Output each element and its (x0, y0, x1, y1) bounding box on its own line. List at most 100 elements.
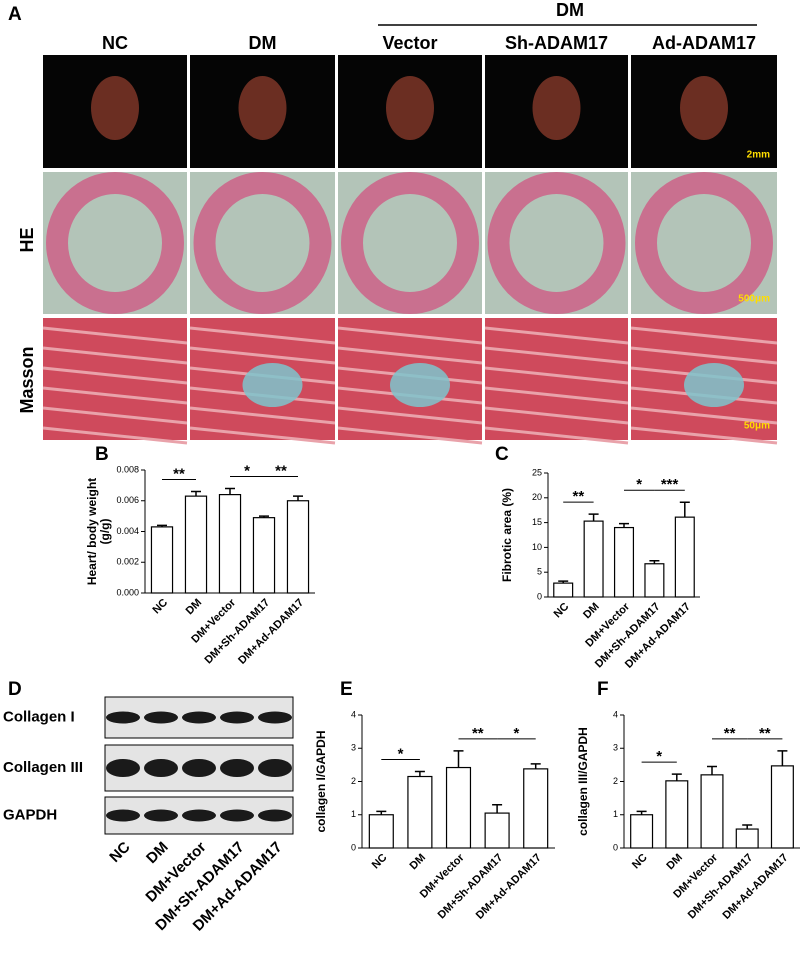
y-tick-label: 4 (613, 709, 618, 719)
y-tick-label: 2 (613, 776, 618, 786)
error-bar (742, 824, 753, 830)
bar (553, 582, 574, 598)
fiber (484, 406, 629, 425)
fiber (484, 386, 629, 405)
bar (674, 516, 695, 598)
bar (735, 828, 759, 849)
scale-bar-label: 500μm (738, 294, 770, 305)
fiber (337, 326, 483, 345)
fiber (630, 326, 778, 345)
bar (484, 812, 510, 849)
fiber (42, 366, 188, 385)
y-tick-label: 3 (351, 743, 356, 753)
panel-label: D (8, 679, 22, 700)
fiber (189, 406, 336, 425)
x-tick-label: DM+Sh-ADAM17 (436, 852, 506, 922)
fiber (189, 346, 336, 365)
fiber (630, 426, 778, 445)
scale-bar-label: 50μm (744, 421, 770, 432)
band (144, 759, 178, 777)
error-bar (414, 770, 425, 777)
panel-label: E (340, 679, 353, 700)
fiber (42, 386, 188, 405)
y-axis-label: (g/g) (98, 519, 112, 545)
bar (770, 765, 794, 849)
error-bar (225, 487, 235, 495)
fiber (630, 406, 778, 425)
group-header: DM (556, 0, 584, 20)
error-bar (453, 750, 464, 768)
fiber (189, 426, 336, 445)
bar (150, 526, 174, 594)
y-tick-label: 10 (532, 542, 542, 552)
fiber (630, 346, 778, 365)
x-tick-label: DM (664, 852, 685, 873)
bar (583, 520, 604, 598)
band (220, 759, 254, 777)
fiber (189, 326, 336, 345)
panel-label: C (495, 444, 509, 465)
error-bar (671, 773, 682, 781)
y-tick-label: 2 (351, 776, 356, 786)
y-axis-label: Heart/ body weight (85, 478, 99, 585)
lane-label: DM (143, 839, 172, 868)
fiber (484, 366, 629, 385)
significance-label: ** (472, 725, 484, 742)
bar (445, 766, 472, 849)
fiber (42, 426, 188, 445)
column-header: NC (102, 33, 128, 53)
x-tick-label: DM (184, 597, 205, 618)
fiber (337, 426, 483, 445)
y-tick-label: 0.004 (116, 526, 139, 536)
x-tick-label: NC (630, 852, 650, 872)
bar (613, 526, 635, 598)
bar (286, 500, 310, 594)
scale-bar-label: 2mm (747, 150, 770, 161)
y-tick-label: 0.006 (116, 495, 139, 505)
y-tick-label: 3 (613, 743, 618, 753)
band (258, 759, 292, 777)
fiber (484, 426, 629, 445)
x-tick-label: NC (370, 852, 390, 872)
y-tick-label: 0 (537, 591, 542, 601)
error-bar (191, 490, 201, 497)
error-bar (636, 810, 647, 815)
heart (386, 76, 434, 140)
bar (368, 814, 394, 849)
bar (644, 563, 665, 598)
he-ring (193, 172, 332, 314)
lane-label: NC (106, 839, 133, 866)
y-tick-label: 20 (532, 492, 542, 502)
error-bar (157, 524, 167, 527)
error-bar (259, 515, 269, 518)
column-header: DM (249, 33, 277, 53)
bar (252, 517, 276, 594)
row-label: Masson (17, 346, 37, 413)
x-tick-label: NC (150, 597, 170, 617)
significance-label: * (513, 725, 519, 742)
significance-label: * (398, 745, 404, 762)
error-bar (492, 804, 503, 814)
he-ring (635, 172, 773, 314)
band-label: Collagen III (3, 759, 83, 776)
x-tick-label: DM+Ad-ADAM17 (236, 597, 306, 667)
error-bar (707, 765, 717, 775)
significance-label: ** (724, 725, 736, 742)
y-axis-label: collagen III/GAPDH (576, 727, 590, 836)
band (182, 711, 216, 724)
band-label: Collagen I (3, 708, 75, 725)
band (220, 809, 254, 822)
band (106, 759, 140, 777)
he-ring (487, 172, 626, 314)
fiber (484, 326, 629, 345)
bar (700, 774, 724, 849)
bar (665, 780, 689, 849)
band (106, 711, 140, 724)
y-tick-label: 0 (613, 842, 618, 852)
significance-label: *** (661, 476, 679, 493)
row-label: HE (17, 227, 37, 252)
column-header: Ad-ADAM17 (652, 33, 756, 53)
he-ring (46, 172, 184, 314)
fibrosis (390, 363, 450, 407)
y-tick-label: 4 (351, 709, 356, 719)
